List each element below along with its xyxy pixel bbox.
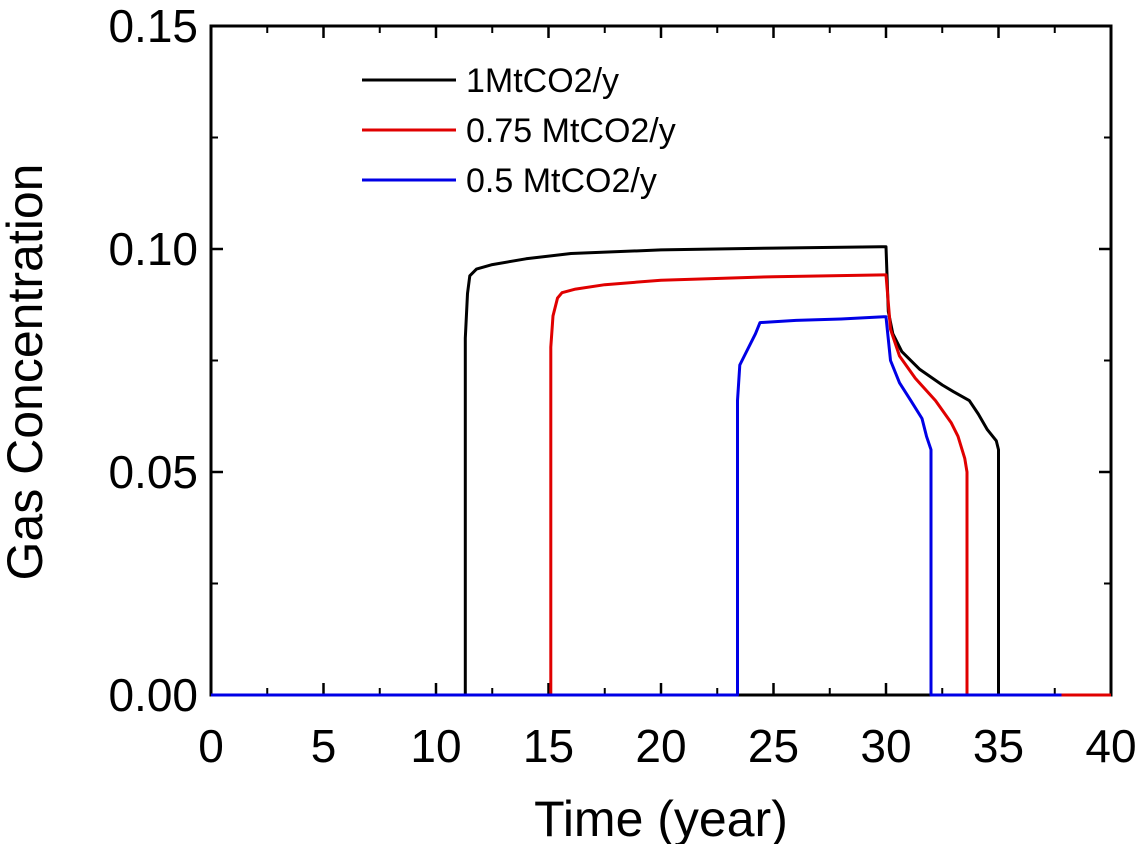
x-tick-label: 25 (748, 720, 799, 772)
x-tick-label: 35 (973, 720, 1024, 772)
series-line (211, 245, 1062, 697)
x-tick-label: 30 (860, 720, 911, 772)
x-tick-label: 10 (410, 720, 461, 772)
y-axis-title: Gas Concentration (0, 164, 53, 581)
x-tick-label: 40 (1085, 720, 1136, 772)
y-tick-label: 0.15 (108, 0, 198, 52)
x-tick-label: 20 (635, 720, 686, 772)
series-lines (211, 245, 1111, 697)
y-tick-label: 0.05 (108, 446, 198, 498)
y-axis-ticks: 0.00 0.05 0.10 0.15 (108, 0, 1111, 721)
x-tick-label: 0 (198, 720, 224, 772)
series-line (211, 315, 1062, 697)
x-axis-title: Time (year) (534, 791, 788, 844)
legend: 1MtCO2/y 0.75 MtCO2/y 0.5 MtCO2/y (362, 62, 676, 200)
legend-label: 1MtCO2/y (466, 62, 619, 100)
legend-label: 0.75 MtCO2/y (466, 112, 676, 150)
legend-label: 0.5 MtCO2/y (466, 162, 657, 200)
x-tick-label: 15 (523, 720, 574, 772)
y-tick-label: 0.00 (108, 669, 198, 721)
y-tick-label: 0.10 (108, 223, 198, 275)
x-tick-label: 5 (311, 720, 337, 772)
series-line (549, 273, 1111, 697)
x-axis-ticks: 0 5 10 15 20 25 30 35 40 (198, 26, 1137, 772)
